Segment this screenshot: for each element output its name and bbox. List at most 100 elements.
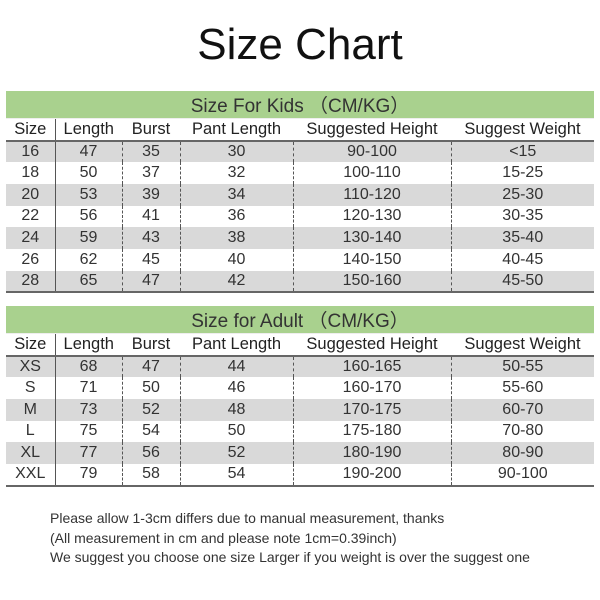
table-cell: 46 — [179, 377, 293, 399]
table-row: XL 77 56 52 180-190 80-90 — [6, 442, 595, 464]
table-cell: 20 — [6, 183, 55, 206]
column-header: Size — [6, 118, 55, 142]
table-row: XXL 79 58 54 190-200 90-100 — [6, 463, 595, 487]
table-cell: 50 — [179, 420, 293, 443]
table-cell: 90-100 — [450, 463, 595, 487]
table-cell: 15-25 — [450, 162, 595, 184]
table-cell: S — [24, 379, 36, 397]
table-cell: 73 — [54, 398, 122, 421]
adult-size-table: Size for Adult （CM/KG） Size Length Burst Pa… — [6, 306, 595, 487]
table-cell: 47 — [121, 355, 180, 378]
table-cell: 25-30 — [450, 183, 595, 206]
table-cell: 50 — [54, 162, 122, 184]
adult-table-banner: Size for Adult （CM/KG） — [6, 306, 595, 334]
note-line: We suggest you choose one size Larger if… — [50, 549, 530, 565]
table-cell: 56 — [121, 442, 180, 464]
header-row: Size Length Burst Pant Length Suggested Heig… — [6, 118, 595, 142]
table-cell: 48 — [179, 398, 293, 421]
table-row: 20 53 39 34 110-120 25-30 — [6, 183, 595, 206]
table-cell: XXL — [6, 463, 55, 487]
column-header: Burst — [122, 333, 180, 357]
table-cell: 160-170 — [292, 377, 451, 399]
table-cell: 140-150 — [292, 248, 451, 271]
table-cell: 32 — [179, 162, 293, 184]
table-cell: 150-160 — [292, 270, 451, 294]
table-cell: 40-45 — [450, 248, 595, 271]
table-cell: <15 — [450, 140, 595, 163]
table-cell: 44 — [179, 355, 293, 378]
table-cell: 45-50 — [450, 270, 595, 294]
table-cell: 43 — [121, 227, 180, 249]
table-cell: 50 — [121, 377, 180, 399]
column-header: Size — [6, 333, 55, 357]
table-row: XS 68 47 44 160-165 50-55 — [6, 355, 595, 378]
table-cell: 47 — [54, 140, 122, 163]
table-cell: 59 — [54, 227, 122, 249]
column-header: Pant Length — [180, 118, 293, 142]
table-cell: 16 — [6, 140, 55, 163]
column-header: Pant Length — [180, 333, 293, 357]
table-cell: 30-35 — [450, 205, 595, 228]
table-cell: 65 — [54, 270, 122, 294]
page-title: Size Chart — [197, 20, 403, 69]
table-cell: 71 — [54, 377, 122, 399]
table-cell: 79 — [54, 463, 122, 487]
table-cell: 90-100 — [292, 140, 451, 163]
table-cell: 34 — [179, 183, 293, 206]
table-cell: 190-200 — [292, 463, 451, 487]
table-cell: 58 — [121, 463, 180, 487]
column-header: Length — [54, 118, 122, 142]
table-cell: 36 — [179, 205, 293, 228]
table-cell: 37 — [121, 162, 180, 184]
notes: Please allow 1-3cm differs due to manual… — [50, 509, 530, 568]
table-cell: 110-120 — [292, 183, 451, 206]
table-row: 16 47 35 30 90-100 <15 — [6, 140, 595, 163]
table-cell: 75 — [54, 420, 122, 443]
column-header: Length — [54, 333, 122, 357]
table-cell: 77 — [54, 442, 122, 464]
table-cell: 24 — [6, 227, 55, 249]
table-row: L 75 54 50 175-180 70-80 — [6, 420, 595, 443]
table-cell: XL — [6, 442, 55, 464]
table-cell: 68 — [54, 355, 122, 378]
kids-table-banner: Size For Kids （CM/KG） — [6, 91, 595, 119]
table-cell: 26 — [21, 250, 40, 268]
table-cell: 52 — [179, 442, 293, 464]
column-header: Suggest Weight — [451, 333, 595, 357]
table-cell: L — [25, 422, 35, 440]
table-cell: 52 — [121, 398, 180, 421]
table-cell: 100-110 — [292, 162, 451, 184]
table-cell: M — [6, 398, 55, 421]
table-cell: 30 — [179, 140, 293, 163]
table-cell: 28 — [6, 270, 55, 294]
table-cell: 180-190 — [292, 442, 451, 464]
table-cell: 42 — [179, 270, 293, 294]
kids-size-table: Size For Kids （CM/KG） Size Length Burst Pan… — [6, 91, 595, 294]
table-row: S 71 50 46 160-170 55-60 — [6, 377, 595, 399]
column-header: Suggested Height — [293, 118, 451, 142]
note-line: (All measurement in cm and please note 1… — [50, 529, 397, 546]
table-cell: 56 — [54, 205, 122, 228]
table-cell: 18 — [21, 164, 40, 182]
column-header: Suggested Height — [293, 333, 451, 357]
table-cell: 170-175 — [292, 398, 451, 421]
table-cell: 80-90 — [450, 442, 595, 464]
table-row: 28 65 47 42 150-160 45-50 — [6, 270, 595, 294]
table-row: 18 50 37 32 100-110 15-25 — [6, 162, 595, 184]
table-cell: 60-70 — [450, 398, 595, 421]
table-cell: 40 — [179, 248, 293, 271]
table-row: M 73 52 48 170-175 60-70 — [6, 398, 595, 421]
table-cell: 175-180 — [292, 420, 451, 443]
table-cell: 55-60 — [450, 377, 595, 399]
column-header: Suggest Weight — [451, 118, 595, 142]
table-cell: 38 — [179, 227, 293, 249]
column-header: Burst — [122, 118, 180, 142]
table-cell: 160-165 — [292, 355, 451, 378]
table-cell: 47 — [121, 270, 180, 294]
table-cell: 50-55 — [450, 355, 595, 378]
table-cell: 54 — [121, 420, 180, 443]
table-cell: 62 — [54, 248, 122, 271]
table-cell: 39 — [121, 183, 180, 206]
note-line: Please allow 1-3cm differs due to manual… — [50, 510, 445, 526]
table-cell: XS — [6, 355, 55, 378]
